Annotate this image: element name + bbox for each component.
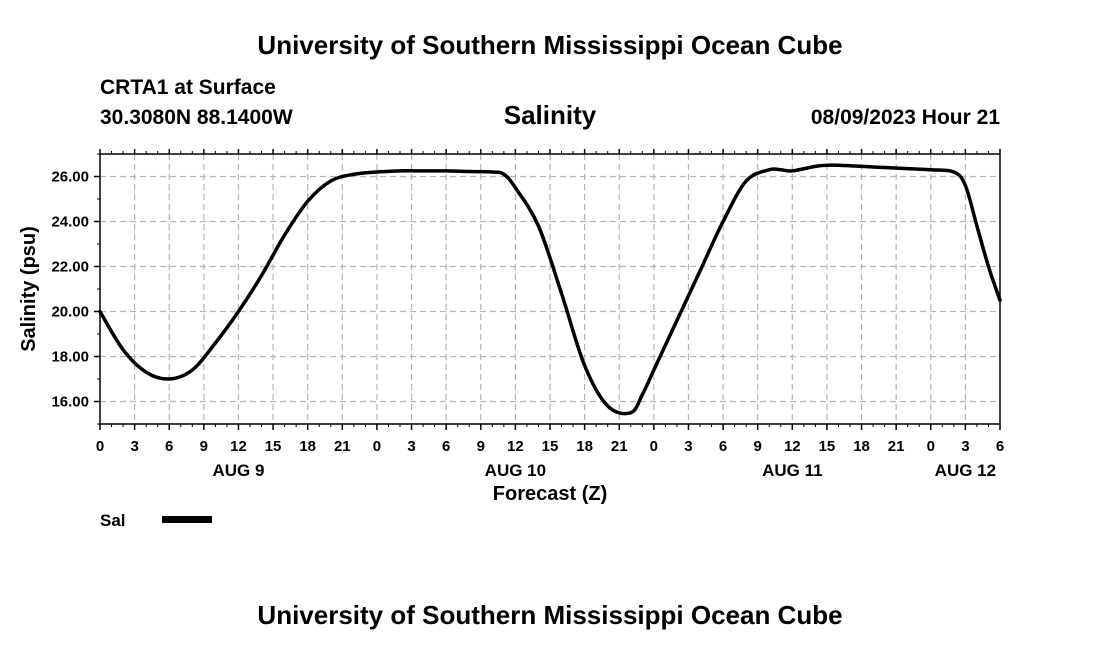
x-tick-label: 18: [853, 438, 870, 455]
station-name: CRTA1 at Surface: [100, 76, 276, 99]
x-tick-label: 12: [507, 438, 524, 455]
x-tick-label: 21: [334, 438, 351, 455]
x-tick-label: 6: [719, 438, 727, 455]
x-tick-label: 21: [611, 438, 628, 455]
y-axis-label: Salinity (psu): [18, 226, 40, 352]
x-tick-label: 9: [200, 438, 208, 455]
axis-ticks: [94, 149, 1001, 430]
x-tick-label: 15: [542, 438, 559, 455]
x-tick-label: 18: [576, 438, 593, 455]
day-label: AUG 11: [762, 461, 822, 480]
grid: [100, 154, 1000, 424]
x-tick-label: 3: [961, 438, 969, 455]
day-labels: AUG 9 AUG 10 AUG 11 AUG 12: [212, 461, 996, 480]
y-tick-label: 24.00: [51, 214, 89, 231]
x-tick-label: 12: [230, 438, 247, 455]
forecast-datetime: 08/09/2023 Hour 21: [810, 106, 1000, 129]
legend-label: Sal: [100, 511, 126, 530]
x-tick-label: 15: [265, 438, 282, 455]
day-label: AUG 10: [485, 461, 546, 480]
salinity-chart: Salinity 0 3 6 9 12 15 18 21 0 3 6 9 12 15 18 21 0 3 6 9 12 1…: [18, 100, 1004, 530]
y-tick-label: 26.00: [51, 169, 89, 186]
chart-title: Salinity: [504, 100, 597, 130]
x-tick-label: 0: [373, 438, 381, 455]
x-tick-label: 21: [888, 438, 905, 455]
y-tick-label: 20.00: [51, 304, 89, 321]
station-coords: 30.3080N 88.1400W: [100, 106, 293, 129]
x-tick-label: 9: [754, 438, 762, 455]
x-tick-label: 18: [299, 438, 316, 455]
y-tick-labels: 16.00 18.00 20.00 22.00 24.00 26.00: [51, 169, 89, 411]
x-tick-label: 3: [684, 438, 692, 455]
x-tick-label: 12: [784, 438, 801, 455]
main-title: University of Southern Mississippi Ocean…: [257, 30, 843, 60]
y-tick-label: 16.00: [51, 394, 89, 411]
x-tick-label: 6: [996, 438, 1004, 455]
x-tick-label: 9: [477, 438, 485, 455]
x-tick-label: 6: [165, 438, 173, 455]
x-tick-labels: 0 3 6 9 12 15 18 21 0 3 6 9 12 15 18 21 0 3 6 9 12 15 18 21 0 3 6: [96, 438, 1004, 455]
plot-frame: [99, 153, 1001, 425]
day-label: AUG 9: [212, 461, 264, 480]
salinity-series-line: [98, 163, 1002, 416]
legend-swatch: [162, 516, 212, 523]
x-tick-label: 3: [407, 438, 415, 455]
x-tick-label: 6: [442, 438, 450, 455]
footer-title: University of Southern Mississippi Ocean…: [257, 600, 843, 630]
x-tick-label: 0: [927, 438, 935, 455]
x-tick-label: 0: [650, 438, 658, 455]
x-tick-label: 3: [130, 438, 138, 455]
y-tick-label: 18.00: [51, 349, 89, 366]
x-tick-label: 15: [819, 438, 836, 455]
y-tick-label: 22.00: [51, 259, 89, 276]
day-label: AUG 12: [935, 461, 996, 480]
x-axis-label: Forecast (Z): [493, 483, 607, 505]
x-tick-label: 0: [96, 438, 104, 455]
